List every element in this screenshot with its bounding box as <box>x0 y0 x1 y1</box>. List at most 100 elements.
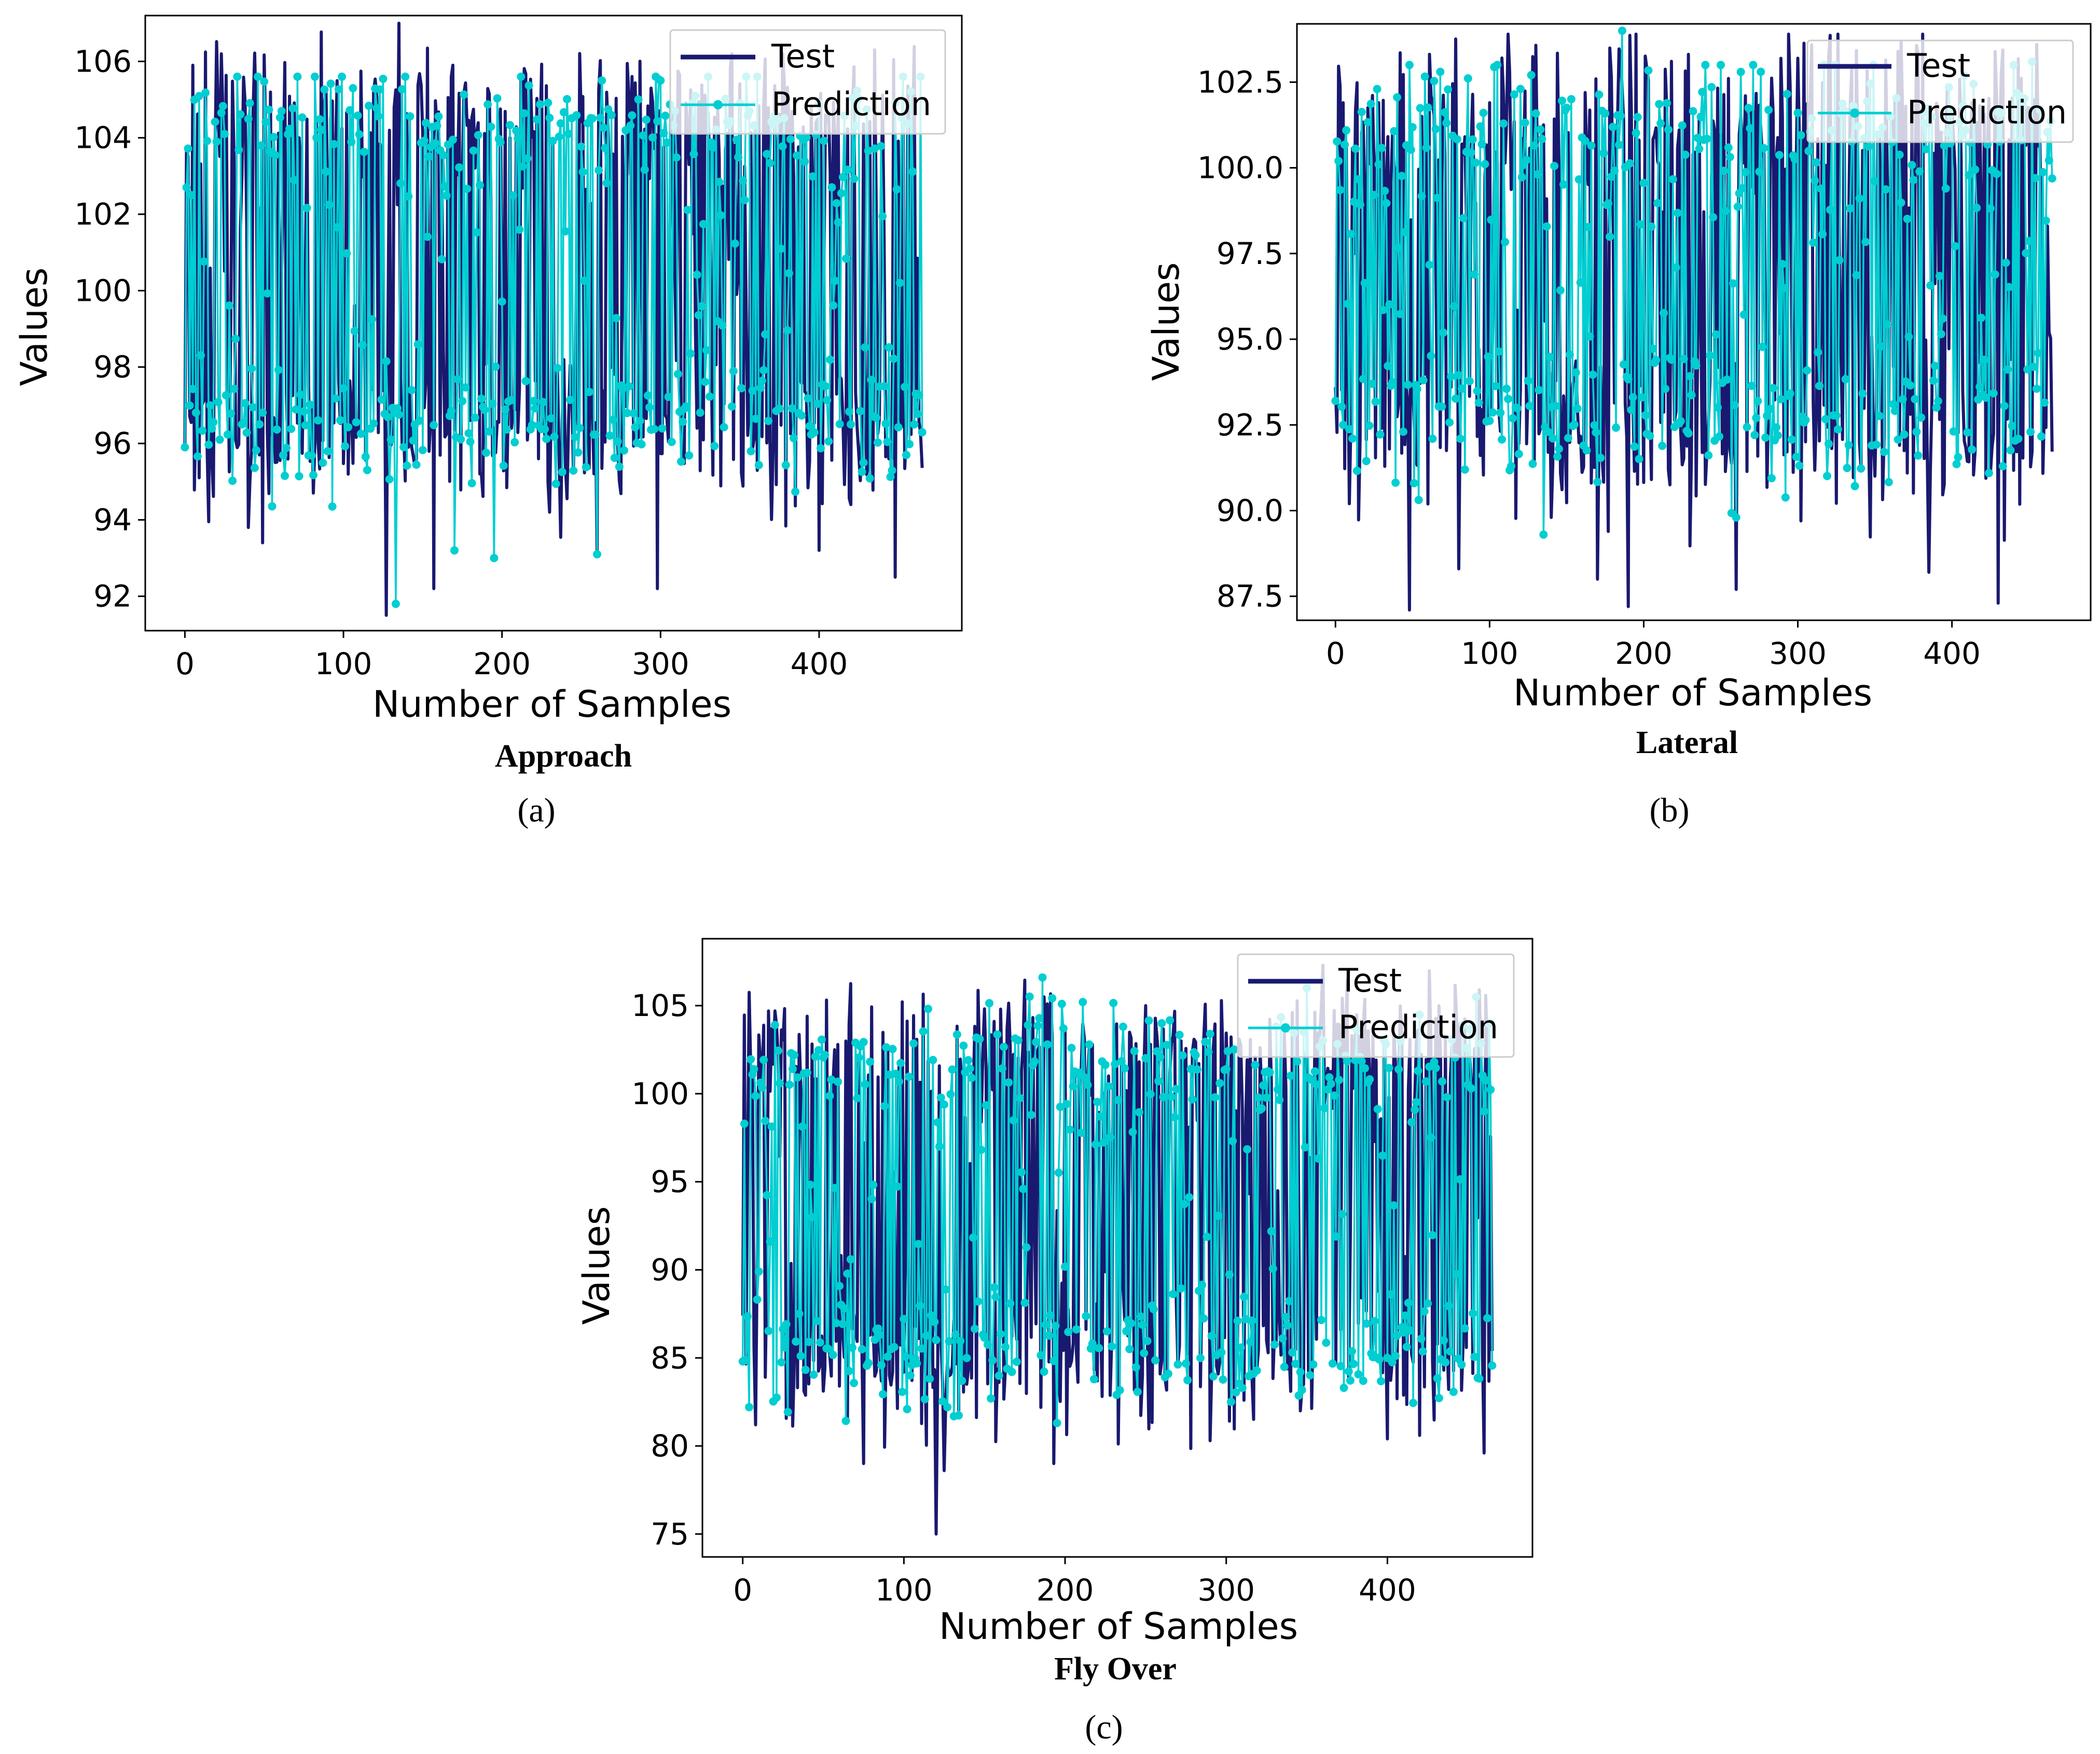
prediction-point <box>510 438 519 447</box>
y-tick-label: 102 <box>74 197 132 232</box>
prediction-point <box>840 1304 849 1313</box>
prediction-point <box>1095 1344 1103 1353</box>
prediction-point <box>946 1090 955 1098</box>
prediction-point <box>1001 1343 1010 1352</box>
prediction-point <box>740 1119 749 1128</box>
prediction-point <box>420 136 429 145</box>
prediction-point <box>783 1408 792 1416</box>
prediction-point <box>1230 1045 1239 1054</box>
prediction-point <box>1932 403 1941 412</box>
prediction-point <box>1502 384 1511 393</box>
prediction-point <box>615 462 624 471</box>
prediction-point <box>795 1310 804 1318</box>
prediction-point <box>766 159 775 168</box>
prediction-point <box>751 414 760 423</box>
prediction-point <box>582 463 590 471</box>
x-tick-label: 300 <box>1197 1572 1255 1608</box>
prediction-point <box>774 1046 782 1055</box>
prediction-point <box>1501 238 1510 246</box>
prediction-point <box>1014 1036 1023 1045</box>
prediction-point <box>263 289 272 298</box>
prediction-point <box>201 88 210 97</box>
caption-approach: Approach <box>495 739 632 774</box>
prediction-point <box>913 410 922 419</box>
prediction-point <box>1922 145 1930 154</box>
prediction-point <box>761 1117 770 1125</box>
prediction-point <box>502 425 511 434</box>
prediction-point <box>965 1064 974 1073</box>
y-tick-label: 95.0 <box>1217 322 1283 357</box>
prediction-point <box>628 111 637 120</box>
prediction-point <box>1525 401 1534 410</box>
prediction-point <box>1259 1081 1268 1090</box>
prediction-point <box>1317 1316 1325 1325</box>
prediction-point <box>1660 309 1668 317</box>
prediction-point <box>564 129 573 138</box>
prediction-point <box>1668 175 1677 184</box>
prediction-point <box>1485 416 1494 425</box>
prediction-point <box>800 157 809 166</box>
prediction-point <box>1357 107 1366 116</box>
prediction-point <box>191 408 200 417</box>
prediction-point <box>1079 998 1087 1007</box>
prediction-point <box>338 72 346 81</box>
prediction-point <box>877 142 886 150</box>
prediction-point <box>702 346 711 355</box>
legend-prediction-label: Prediction <box>771 85 931 123</box>
prediction-point <box>1793 108 1802 117</box>
prediction-point <box>1030 1057 1039 1066</box>
prediction-point <box>983 1340 992 1349</box>
prediction-point <box>2001 258 2010 267</box>
prediction-point <box>1457 384 1466 393</box>
prediction-point <box>1883 320 1891 329</box>
prediction-point <box>1438 1077 1446 1086</box>
prediction-point <box>880 382 889 391</box>
prediction-point <box>901 383 909 391</box>
prediction-point <box>1795 462 1804 470</box>
prediction-point <box>1778 260 1787 269</box>
prediction-point <box>1024 1021 1032 1029</box>
prediction-point <box>326 79 335 88</box>
prediction-point <box>1912 427 1921 436</box>
prediction-point <box>837 189 846 198</box>
prediction-point <box>1346 1376 1355 1385</box>
legend-lateral: Test Prediction <box>1806 39 2074 143</box>
prediction-point <box>1825 439 1833 448</box>
prediction-point <box>1414 496 1423 504</box>
prediction-point <box>743 1312 752 1321</box>
prediction-point <box>710 442 719 450</box>
prediction-point <box>1844 441 1853 450</box>
prediction-point <box>1357 1057 1366 1066</box>
prediction-point <box>1821 415 1830 424</box>
prediction-point <box>639 131 647 140</box>
prediction-point <box>835 1282 844 1290</box>
prediction-point <box>551 479 560 488</box>
prediction-point <box>1517 173 1526 182</box>
prediction-point <box>1027 1110 1035 1119</box>
prediction-point <box>1890 407 1899 415</box>
prediction-series-line <box>1334 30 2053 536</box>
prediction-point <box>1111 1060 1120 1068</box>
prediction-point <box>838 1319 847 1328</box>
prediction-point <box>935 1142 944 1151</box>
prediction-point <box>786 135 795 144</box>
prediction-point <box>1653 199 1662 207</box>
prediction-point <box>1182 1359 1190 1368</box>
prediction-point <box>878 212 887 221</box>
prediction-point <box>398 85 407 94</box>
prediction-point <box>501 405 509 414</box>
prediction-point <box>423 232 432 241</box>
y-tick-label: 104 <box>74 120 132 156</box>
prediction-point <box>517 72 526 81</box>
x-tick-label: 300 <box>632 646 689 681</box>
prediction-point <box>747 447 755 455</box>
prediction-point <box>312 133 321 142</box>
prediction-point <box>662 138 671 147</box>
prediction-point <box>187 191 196 200</box>
prediction-point <box>1504 395 1512 403</box>
prediction-point <box>1280 1362 1289 1371</box>
prediction-markers <box>738 973 1497 1427</box>
prediction-point <box>1915 167 1924 176</box>
prediction-point <box>1377 1377 1385 1386</box>
prediction-point <box>1744 104 1753 113</box>
